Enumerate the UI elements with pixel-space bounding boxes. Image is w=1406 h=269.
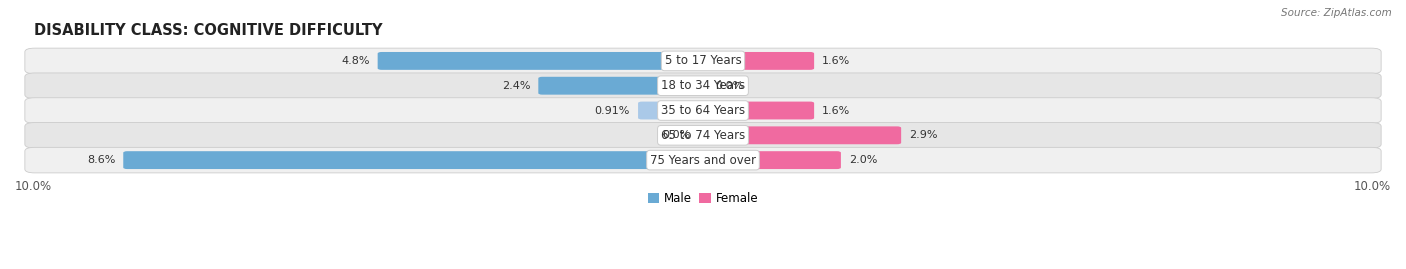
FancyBboxPatch shape [699,151,841,169]
Text: 0.0%: 0.0% [662,130,690,140]
FancyBboxPatch shape [25,123,1381,148]
FancyBboxPatch shape [25,147,1381,173]
FancyBboxPatch shape [25,73,1381,98]
Text: 75 Years and over: 75 Years and over [650,154,756,167]
Text: 35 to 64 Years: 35 to 64 Years [661,104,745,117]
FancyBboxPatch shape [124,151,707,169]
FancyBboxPatch shape [378,52,707,70]
FancyBboxPatch shape [25,98,1381,123]
Text: 1.6%: 1.6% [823,56,851,66]
Text: 0.0%: 0.0% [716,81,744,91]
FancyBboxPatch shape [699,102,814,119]
Text: Source: ZipAtlas.com: Source: ZipAtlas.com [1281,8,1392,18]
FancyBboxPatch shape [638,102,707,119]
FancyBboxPatch shape [699,126,901,144]
Text: 2.0%: 2.0% [849,155,877,165]
Text: 2.9%: 2.9% [910,130,938,140]
Text: 5 to 17 Years: 5 to 17 Years [665,54,741,68]
Text: 65 to 74 Years: 65 to 74 Years [661,129,745,142]
Text: 1.6%: 1.6% [823,105,851,115]
Text: 2.4%: 2.4% [502,81,530,91]
FancyBboxPatch shape [699,52,814,70]
Text: 8.6%: 8.6% [87,155,115,165]
Text: 18 to 34 Years: 18 to 34 Years [661,79,745,92]
FancyBboxPatch shape [538,77,707,95]
Legend: Male, Female: Male, Female [643,187,763,210]
Text: 0.91%: 0.91% [595,105,630,115]
Text: 4.8%: 4.8% [342,56,370,66]
Text: DISABILITY CLASS: COGNITIVE DIFFICULTY: DISABILITY CLASS: COGNITIVE DIFFICULTY [34,23,382,38]
FancyBboxPatch shape [25,48,1381,74]
